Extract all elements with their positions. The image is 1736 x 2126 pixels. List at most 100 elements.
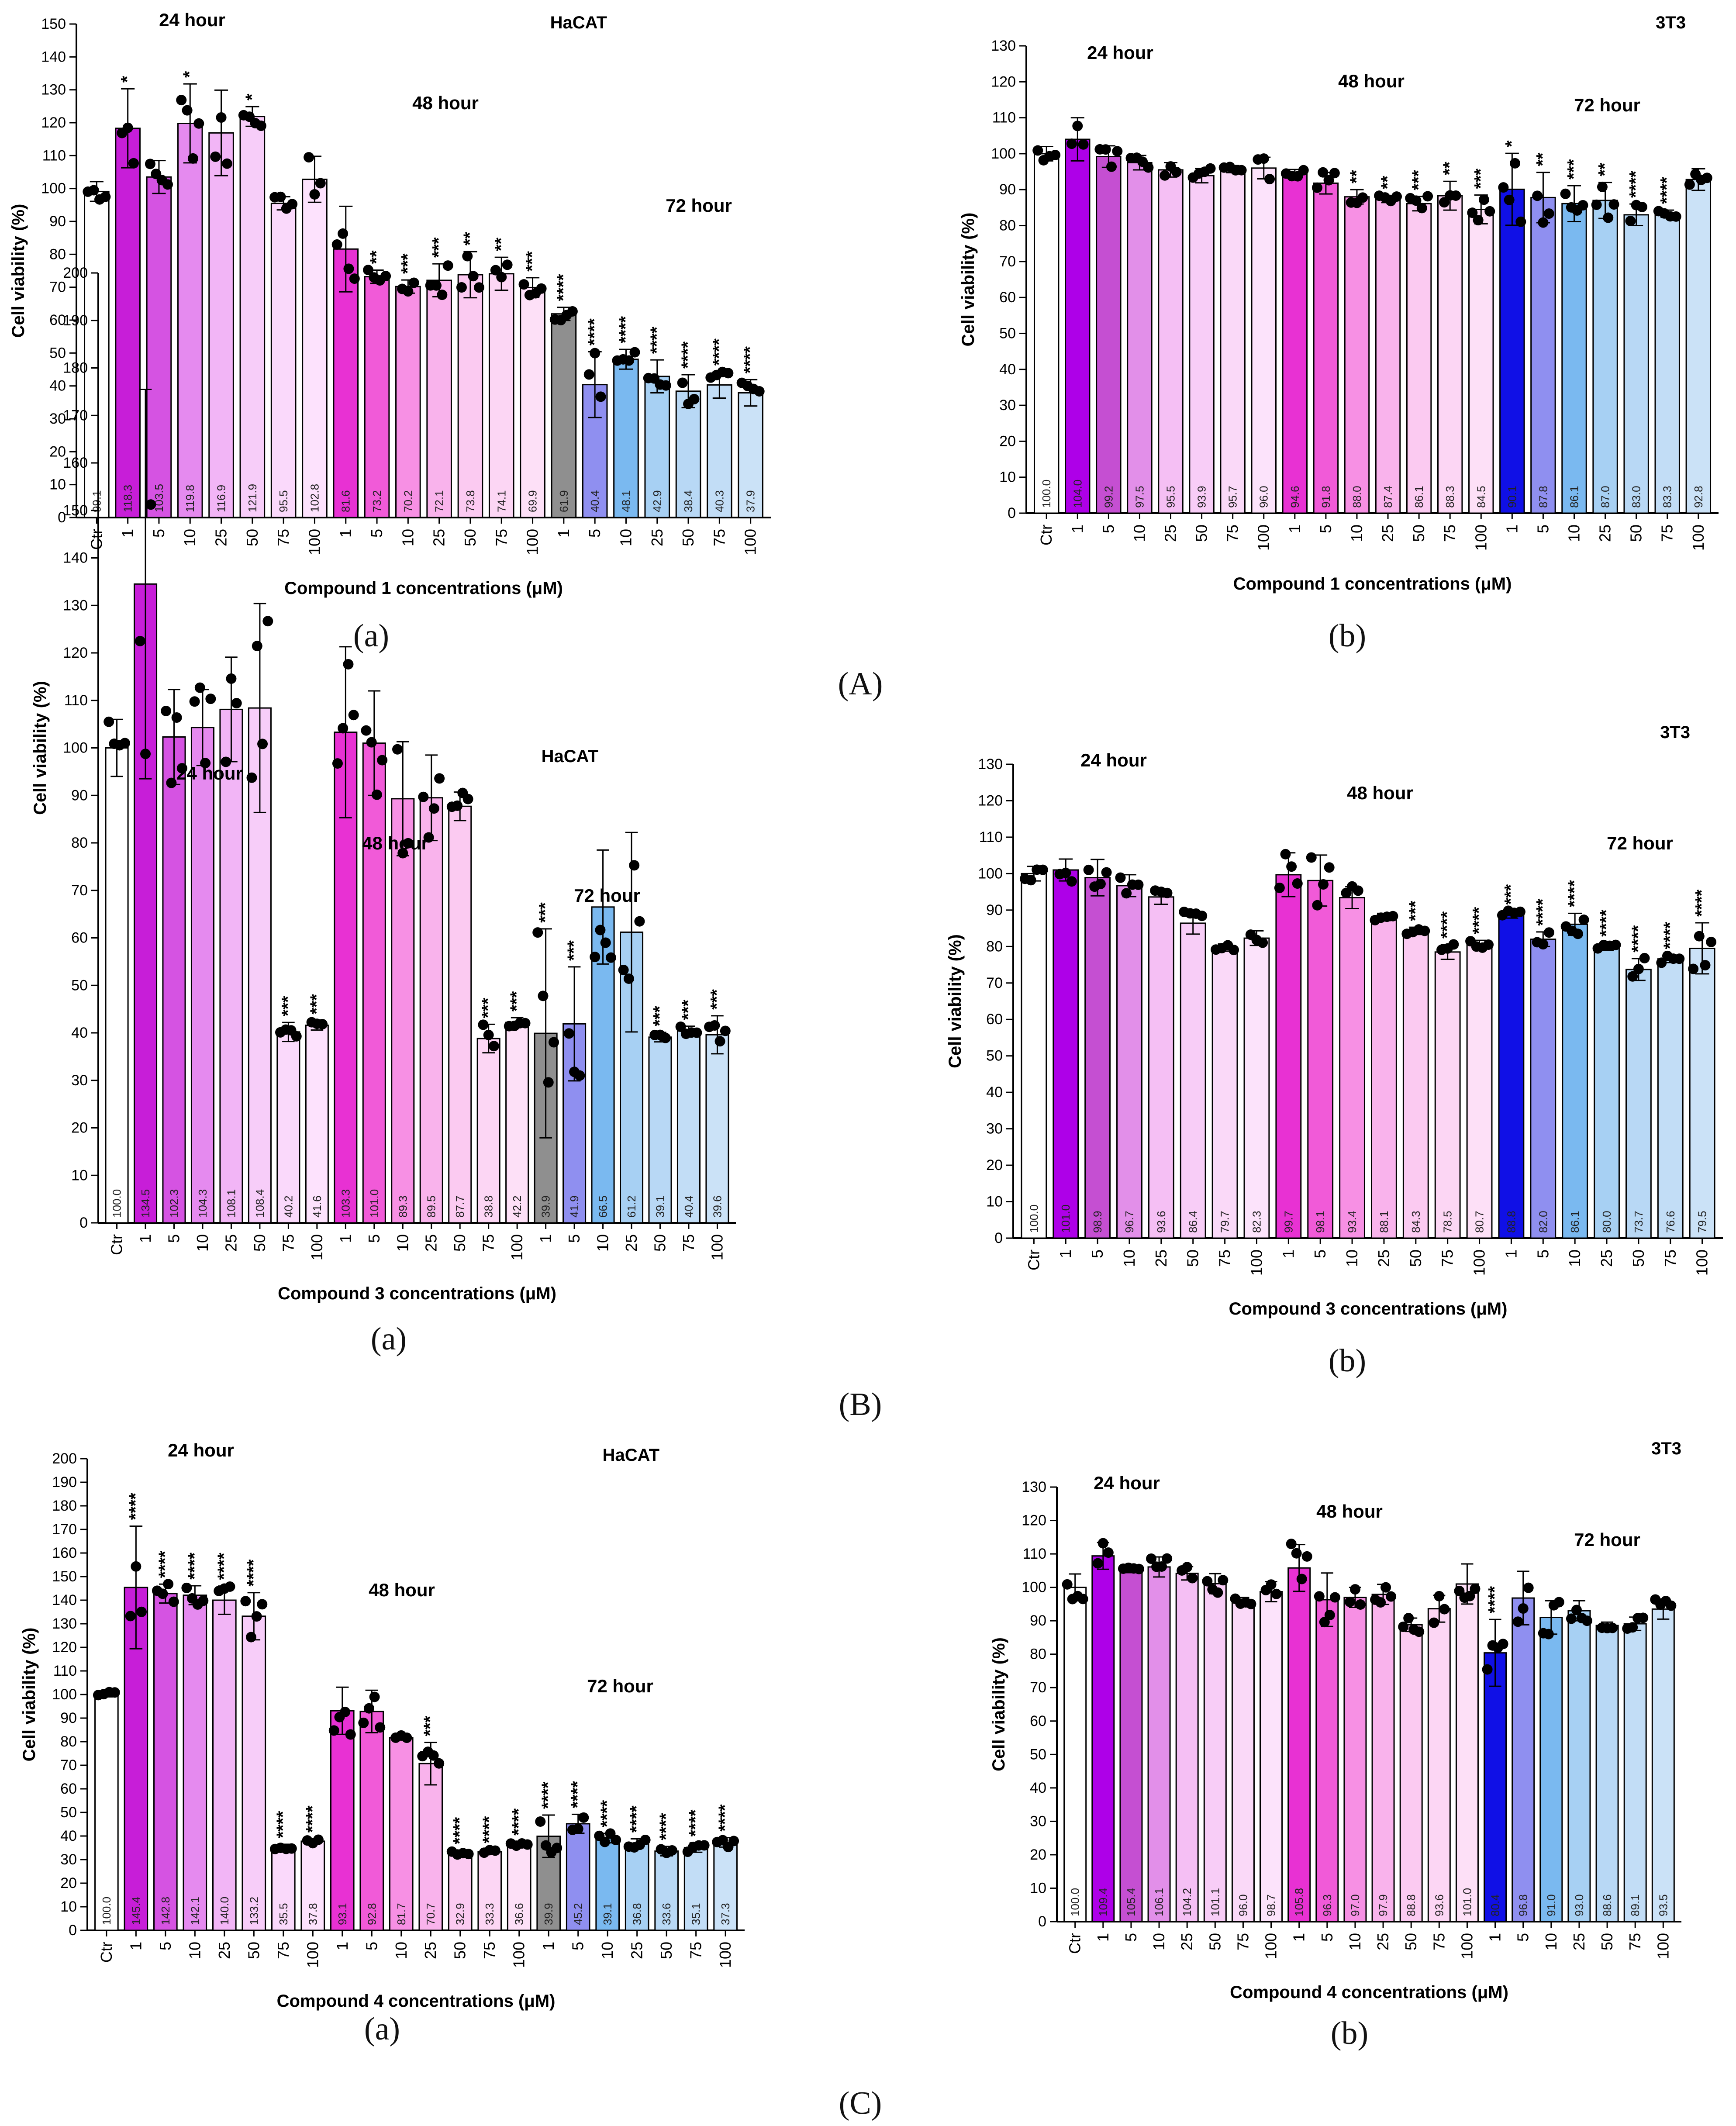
y-tick-label: 120: [52, 1639, 77, 1656]
significance-marker: ****: [1485, 1586, 1505, 1613]
bar-value-label: 108.4: [253, 1189, 266, 1218]
x-tick-label: 100: [304, 1942, 321, 1968]
time-label-24h: 24 hour: [1080, 750, 1147, 770]
x-tick-label: 5: [569, 1942, 587, 1950]
y-tick-label: 20: [71, 1120, 88, 1136]
y-tick-label: 30: [986, 1121, 1003, 1137]
x-tick-label: 100: [1689, 525, 1707, 551]
bar-value-label: 70.7: [424, 1903, 437, 1925]
bar-value-label: 95.7: [1226, 486, 1239, 508]
x-tick-label: 5: [362, 1942, 380, 1950]
significance-marker: ****: [1692, 889, 1712, 917]
data-point: [1146, 1553, 1157, 1564]
data-point: [168, 1596, 179, 1607]
significance-marker: ***: [429, 237, 449, 258]
bar-value-label: 121.9: [246, 484, 259, 512]
data-point: [428, 1750, 439, 1761]
bar: [1175, 1572, 1199, 1922]
x-tick-label: 50: [679, 529, 697, 546]
data-point: [1133, 879, 1144, 890]
data-point: [1515, 216, 1526, 227]
data-point: [1156, 1561, 1167, 1572]
y-tick-label: 150: [52, 1568, 77, 1585]
bar: [1466, 943, 1493, 1239]
data-point: [343, 659, 354, 670]
bar-value-label: 72.1: [433, 490, 446, 512]
data-point: [640, 1834, 651, 1845]
data-point: [1344, 1596, 1355, 1607]
bar: [1275, 874, 1302, 1239]
bar: [1595, 1625, 1619, 1922]
data-point: [1607, 1622, 1618, 1633]
bar: [551, 313, 577, 518]
data-point: [452, 800, 463, 811]
bar-value-label: 118.3: [121, 485, 135, 512]
x-tick-label: 100: [524, 529, 542, 555]
y-tick-label: 170: [52, 1521, 77, 1538]
data-point: [1483, 939, 1494, 950]
bar: [105, 747, 129, 1224]
y-tick-label: 190: [63, 312, 88, 329]
x-tick-label: 75: [1224, 525, 1242, 542]
data-point: [332, 758, 343, 769]
bar: [1406, 203, 1432, 514]
data-point: [171, 712, 182, 723]
x-tick-label: 75: [710, 529, 728, 546]
significance-marker: ***: [650, 1006, 670, 1026]
bar: [1021, 873, 1047, 1239]
bar-value-label: 81.7: [395, 1903, 408, 1925]
bar: [1402, 930, 1429, 1239]
bar: [391, 798, 415, 1224]
bar: [1033, 153, 1060, 514]
data-point: [595, 391, 606, 402]
data-point: [1571, 1605, 1582, 1615]
bar: [1203, 1583, 1227, 1922]
y-tick-label: 60: [71, 930, 88, 946]
x-tick-label: 25: [1375, 1249, 1393, 1267]
data-point: [1411, 195, 1422, 206]
y-tick-label: 110: [979, 829, 1003, 846]
data-point: [1578, 915, 1589, 925]
y-tick-label: 60: [60, 1781, 77, 1797]
y-tick-label: 40: [60, 1828, 77, 1844]
bar-value-label: 95.5: [277, 490, 290, 512]
data-point: [1274, 882, 1285, 893]
y-tick-label: 130: [991, 38, 1016, 54]
y-tick-label: 80: [999, 217, 1016, 234]
time-label-24h: 24 hour: [168, 1440, 234, 1460]
y-tick-label: 10: [49, 476, 66, 493]
significance-marker: ****: [715, 1804, 735, 1832]
data-point: [1572, 928, 1583, 939]
data-point: [221, 158, 232, 169]
bar-value-label: 86.1: [1568, 1211, 1581, 1233]
bar: [476, 1038, 500, 1224]
data-point: [1504, 194, 1515, 205]
data-point: [1414, 1626, 1425, 1637]
y-tick-label: 80: [60, 1733, 77, 1750]
data-point: [1450, 190, 1461, 201]
x-tick-label: 1: [336, 1234, 354, 1243]
time-label-72h: 72 hour: [574, 885, 640, 906]
y-tick-label: 200: [63, 265, 88, 281]
bar: [1689, 947, 1715, 1239]
chart-title: HaCAT: [603, 1446, 659, 1465]
data-point: [176, 763, 187, 774]
data-point: [578, 1812, 589, 1823]
data-point: [1434, 1591, 1445, 1601]
data-point: [462, 794, 473, 804]
bar: [1468, 209, 1494, 514]
x-axis-label: Compound 3 concentrations (μM): [278, 1284, 556, 1303]
x-tick-label: 1: [1279, 1249, 1297, 1258]
bar: [448, 805, 472, 1224]
bar-value-label: 101.0: [1059, 1205, 1072, 1233]
data-point: [1633, 963, 1644, 974]
y-tick-label: 80: [71, 835, 88, 851]
data-point: [88, 185, 99, 196]
y-tick-label: 200: [52, 1450, 77, 1467]
data-point: [543, 1077, 554, 1088]
y-tick-label: 10: [71, 1167, 88, 1184]
significance-marker: ****: [656, 1813, 676, 1840]
data-point: [1311, 182, 1322, 193]
y-tick-label: 100: [52, 1686, 77, 1703]
